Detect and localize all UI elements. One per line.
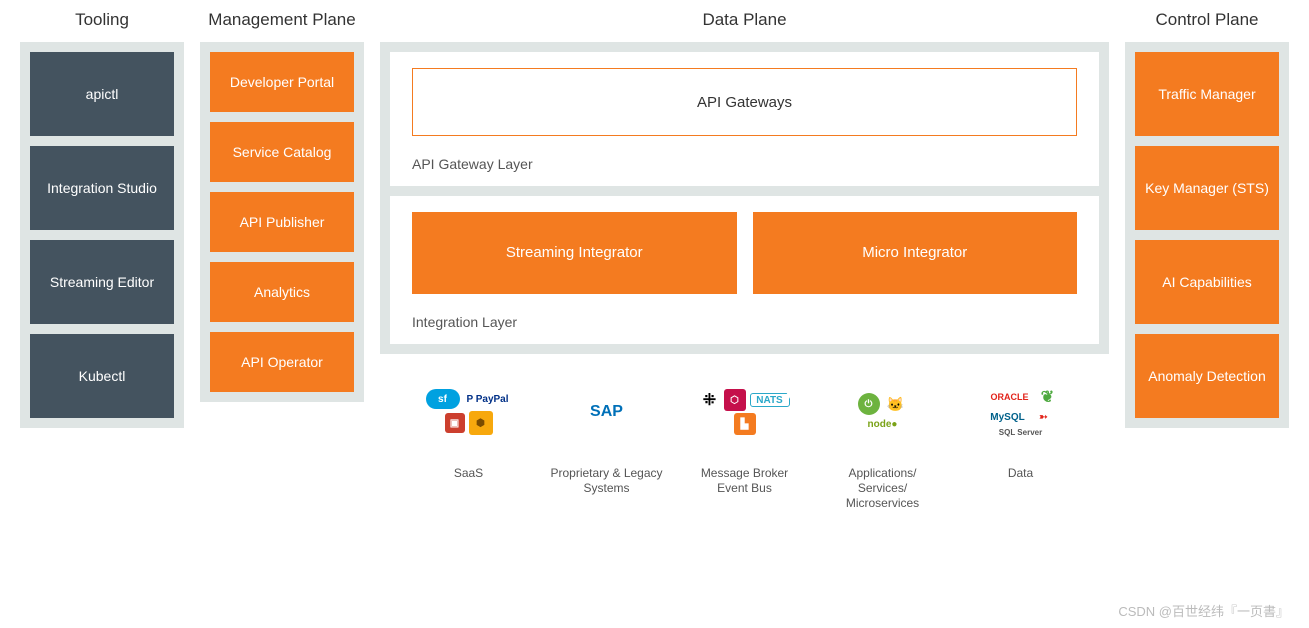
- data-plane-panel: API Gateways API Gateway Layer Streaming…: [380, 42, 1109, 354]
- tooling-item-integration-studio: Integration Studio: [30, 146, 174, 230]
- ctrl-item-traffic-manager: Traffic Manager: [1135, 52, 1279, 136]
- management-title: Management Plane: [208, 10, 355, 30]
- control-panel: Traffic Manager Key Manager (STS) AI Cap…: [1125, 42, 1289, 428]
- api-gateways-box: API Gateways: [412, 68, 1077, 136]
- hex-label: Proprietary & Legacy Systems: [547, 466, 667, 496]
- hex-label: SaaS: [454, 466, 483, 481]
- aws-icon: ⬢: [469, 411, 493, 435]
- api-gateway-layer-card: API Gateways API Gateway Layer: [390, 52, 1099, 186]
- hex-col-3: ⏻🐱 node● Applications/ Services/ Microserv…: [823, 364, 943, 511]
- sqlserver-icon: SQL Server: [993, 426, 1049, 438]
- hex-col-0: sf P PayPal ▣⬢ SaaS: [409, 364, 529, 511]
- hex-col-1: SAP Proprietary & Legacy Systems: [547, 364, 667, 511]
- hex-applications-services-microservices: ⏻🐱 node●: [828, 364, 938, 460]
- spring-icon: ⏻: [858, 393, 880, 415]
- oracle-icon: ORACLE: [985, 391, 1035, 403]
- rabbitmq-icon: ▙: [734, 413, 756, 435]
- hex-col-2: ⁜⬡ NATS ▙ Message Broker Event Bus: [685, 364, 805, 511]
- mongodb-icon: ❦: [1039, 386, 1057, 408]
- hex-saas: sf P PayPal ▣⬢: [414, 364, 524, 460]
- mysql-icon: MySQL: [987, 410, 1029, 424]
- hex-proprietary-legacy-systems: SAP: [552, 364, 662, 460]
- control-title: Control Plane: [1155, 10, 1258, 30]
- integration-layer-label: Integration Layer: [412, 314, 1077, 330]
- kafka-icon: ⁜: [700, 389, 720, 411]
- tooling-item-kubectl: Kubectl: [30, 334, 174, 418]
- control-column: Control Plane Traffic Manager Key Manage…: [1125, 10, 1289, 511]
- ctrl-item-key-manager: Key Manager (STS): [1135, 146, 1279, 230]
- tomcat-icon: 🐱: [884, 393, 908, 415]
- activemq-icon: ⬡: [724, 389, 746, 411]
- sap-icon: SAP: [579, 401, 635, 423]
- cassandra-icon: ➳: [1033, 410, 1055, 424]
- hex-label: Data: [1008, 466, 1033, 481]
- hex-label: Applications/ Services/ Microservices: [823, 466, 943, 511]
- hex-col-4: ORACLE ❦ MySQL ➳ SQL Server Data: [961, 364, 1081, 511]
- management-column: Management Plane Developer Portal Servic…: [200, 10, 364, 511]
- mgmt-item-developer-portal: Developer Portal: [210, 52, 354, 112]
- watermark: CSDN @百世经纬『一页書』: [1118, 601, 1289, 620]
- node-icon: node●: [861, 417, 905, 431]
- ctrl-item-ai-capabilities: AI Capabilities: [1135, 240, 1279, 324]
- tooling-item-streaming-editor: Streaming Editor: [30, 240, 174, 324]
- tooling-panel: apictl Integration Studio Streaming Edit…: [20, 42, 184, 428]
- integration-layer-card: Streaming Integrator Micro Integrator In…: [390, 196, 1099, 344]
- mgmt-item-api-publisher: API Publisher: [210, 192, 354, 252]
- mgmt-item-service-catalog: Service Catalog: [210, 122, 354, 182]
- streaming-integrator-box: Streaming Integrator: [412, 212, 737, 294]
- mgmt-item-analytics: Analytics: [210, 262, 354, 322]
- hex-label: Message Broker Event Bus: [685, 466, 805, 496]
- ctrl-item-anomaly-detection: Anomaly Detection: [1135, 334, 1279, 418]
- tooling-title: Tooling: [75, 10, 129, 30]
- hex-data: ORACLE ❦ MySQL ➳ SQL Server: [966, 364, 1076, 460]
- data-plane-title: Data Plane: [702, 10, 786, 30]
- aws-cube-icon: ▣: [445, 413, 465, 433]
- hex-message-broker-event-bus: ⁜⬡ NATS ▙: [690, 364, 800, 460]
- diagram-root: Tooling apictl Integration Studio Stream…: [20, 10, 1289, 511]
- data-plane-column: Data Plane API Gateways API Gateway Laye…: [380, 10, 1109, 511]
- nats-icon: NATS: [750, 393, 790, 407]
- tooling-item-apictl: apictl: [30, 52, 174, 136]
- management-panel: Developer Portal Service Catalog API Pub…: [200, 42, 364, 402]
- salesforce-icon: sf: [426, 389, 460, 409]
- api-gateway-layer-label: API Gateway Layer: [412, 156, 1077, 172]
- micro-integrator-box: Micro Integrator: [753, 212, 1078, 294]
- integrators-row: Streaming Integrator Micro Integrator: [412, 212, 1077, 294]
- paypal-icon: P PayPal: [464, 392, 512, 406]
- hex-row: sf P PayPal ▣⬢ SaaS SAP Proprietary & Legacy …: [409, 364, 1081, 511]
- mgmt-item-api-operator: API Operator: [210, 332, 354, 392]
- tooling-column: Tooling apictl Integration Studio Stream…: [20, 10, 184, 511]
